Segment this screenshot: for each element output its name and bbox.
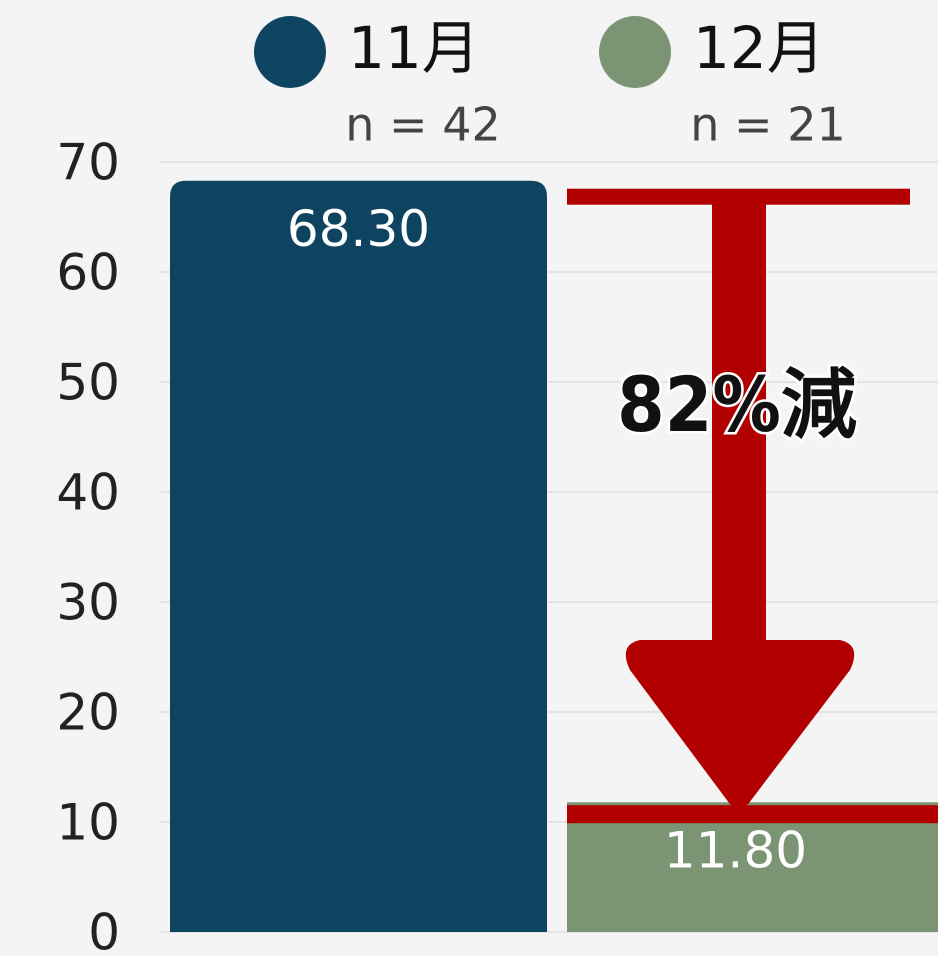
arrow-head [625, 640, 855, 808]
arrow-shaft [712, 196, 766, 667]
y-tick-label: 30 [56, 574, 120, 632]
y-tick-label: 0 [88, 904, 120, 956]
y-tick-label: 40 [56, 464, 120, 522]
y-tick-label: 50 [56, 354, 120, 412]
y-tick-label: 10 [56, 794, 120, 852]
annotation: 82%減 [617, 360, 857, 449]
legend-sample-label: n = 42 [345, 98, 500, 152]
legend-label: 11月 [348, 14, 480, 82]
legend-marker [254, 16, 326, 88]
legend-sample-label: n = 21 [690, 98, 845, 152]
legend-label: 12月 [693, 14, 825, 82]
legend-marker [599, 16, 671, 88]
value-label: 68.30 [287, 200, 430, 258]
y-tick-label: 20 [56, 684, 120, 742]
bar [170, 180, 547, 932]
bar [567, 802, 938, 932]
value-label: 11.80 [664, 822, 807, 880]
arrow-bottom-line [567, 805, 938, 824]
y-tick-label: 70 [56, 134, 120, 192]
y-tick-label: 60 [56, 244, 120, 302]
